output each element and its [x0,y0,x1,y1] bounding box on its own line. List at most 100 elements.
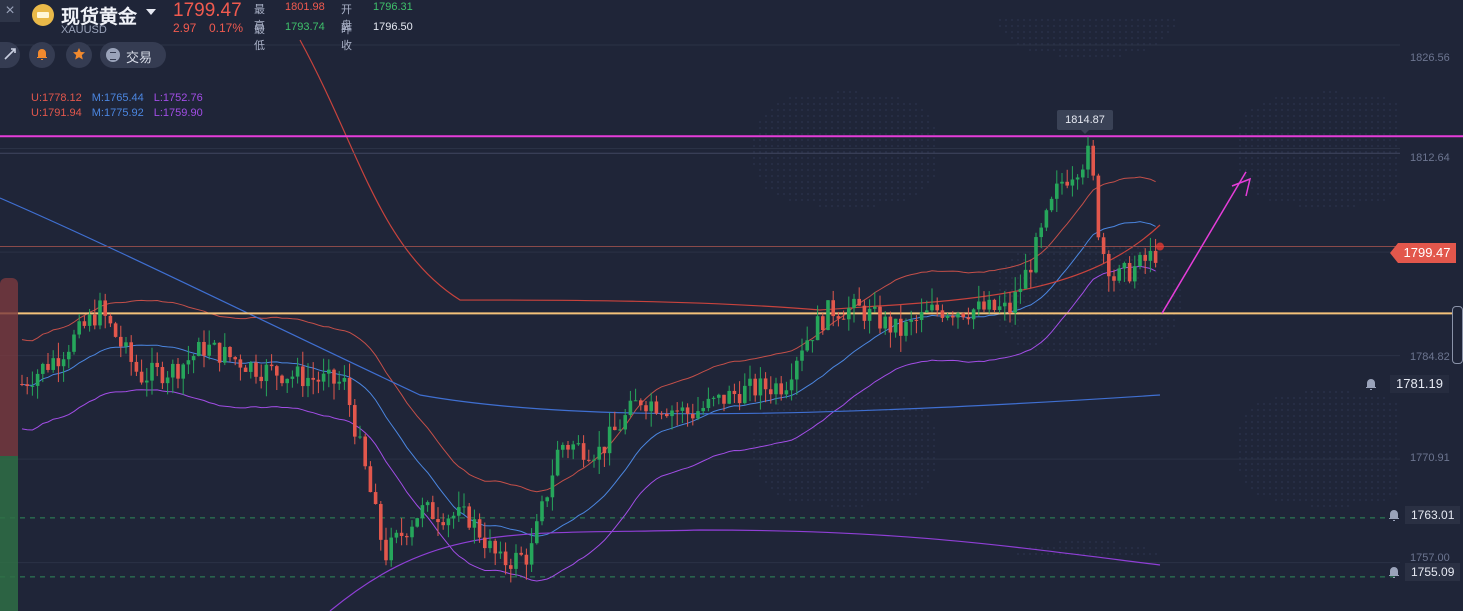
chevron-down-icon[interactable] [146,9,156,15]
bg-dot [1299,139,1301,141]
bg-dot [1101,301,1103,303]
close-icon[interactable]: × [0,0,20,22]
bg-dot [1305,199,1307,201]
bg-dot [801,457,803,459]
bg-dot [927,175,929,177]
bell-icon[interactable] [1387,565,1401,579]
bg-dot [1365,187,1367,189]
bg-dot [903,421,905,423]
bg-dot [1329,187,1331,189]
bg-dot [1377,427,1379,429]
bg-dot [1311,199,1313,201]
bg-dot [1275,409,1277,411]
alert-button[interactable] [29,42,55,68]
bg-dot [1023,337,1025,339]
bg-dot [1077,301,1079,303]
bg-dot [861,403,863,405]
bg-dot [825,421,827,423]
bg-dot [1017,331,1019,333]
trade-button[interactable]: 交易 [100,42,166,68]
bg-dot [789,481,791,483]
collapse-sidebar-button[interactable] [0,42,20,68]
bg-dot [1377,463,1379,465]
bg-dot [927,415,929,417]
bg-dot [1311,127,1313,129]
bg-dot [1113,301,1115,303]
bg-dot [813,103,815,105]
bg-dot [903,163,905,165]
favorite-button[interactable] [66,42,92,68]
bg-dot [903,427,905,429]
bg-dot [1029,253,1031,255]
high-value: 1801.98 [285,1,325,13]
bg-dot [1143,337,1145,339]
bg-dot [885,127,887,129]
bg-dot [1365,115,1367,117]
bg-dot [891,403,893,405]
bg-dot [1053,259,1055,261]
bg-dot [1263,409,1265,411]
candle-body [649,401,653,412]
resize-handle[interactable] [1452,306,1463,364]
bg-dot [1377,151,1379,153]
alert-price[interactable]: 1763.01 [1405,506,1461,524]
bg-dot [819,181,821,183]
bg-dot [1143,283,1145,285]
instrument-name[interactable]: 现货黄金 [61,7,138,28]
star-icon [73,48,85,60]
bg-dot [1047,49,1049,51]
bg-dot [789,433,791,435]
bg-dot [1395,409,1397,411]
bg-dot [1305,481,1307,483]
bg-dot [1323,457,1325,459]
bg-dot [849,433,851,435]
bg-dot [1335,139,1337,141]
bg-dot [861,469,863,471]
candle-body [191,356,196,361]
candle-body [93,314,97,326]
candle-body [1117,268,1121,281]
bg-dot [897,397,899,399]
bg-dot [765,181,767,183]
bell-icon[interactable] [1364,377,1378,391]
bg-dot [861,415,863,417]
bg-dot [825,187,827,189]
bg-dot [915,487,917,489]
bg-dot [903,145,905,147]
bg-dot [801,115,803,117]
bg-dot [891,193,893,195]
bg-dot [765,127,767,129]
alert-price[interactable]: 1781.19 [1390,375,1449,393]
bg-dot [1137,247,1139,249]
bg-dot [1317,445,1319,447]
bg-dot [1275,121,1277,123]
candle-body [717,394,721,398]
alert-price[interactable]: 1755.09 [1405,563,1461,581]
bg-dot [837,457,839,459]
bg-dot [1275,439,1277,441]
bg-dot [1029,295,1031,297]
bg-dot [1029,553,1031,555]
bg-dot [1371,451,1373,453]
bg-dot [777,421,779,423]
bg-dot [1095,19,1097,21]
bg-dot [1293,481,1295,483]
bg-dot [897,193,899,195]
bg-dot [1317,205,1319,207]
prev-close-value: 1796.50 [373,21,413,33]
bg-dot [837,169,839,171]
bg-dot [801,151,803,153]
bg-dot [1305,457,1307,459]
bg-dot [1263,169,1265,171]
bg-dot [1293,193,1295,195]
bg-dot [1059,331,1061,333]
bg-dot [795,181,797,183]
bg-dot [1395,481,1397,483]
bg-dot [1017,319,1019,321]
bg-dot [915,133,917,135]
bg-dot [849,481,851,483]
bg-dot [843,493,845,495]
bg-dot [885,445,887,447]
bell-icon[interactable] [1387,508,1401,522]
